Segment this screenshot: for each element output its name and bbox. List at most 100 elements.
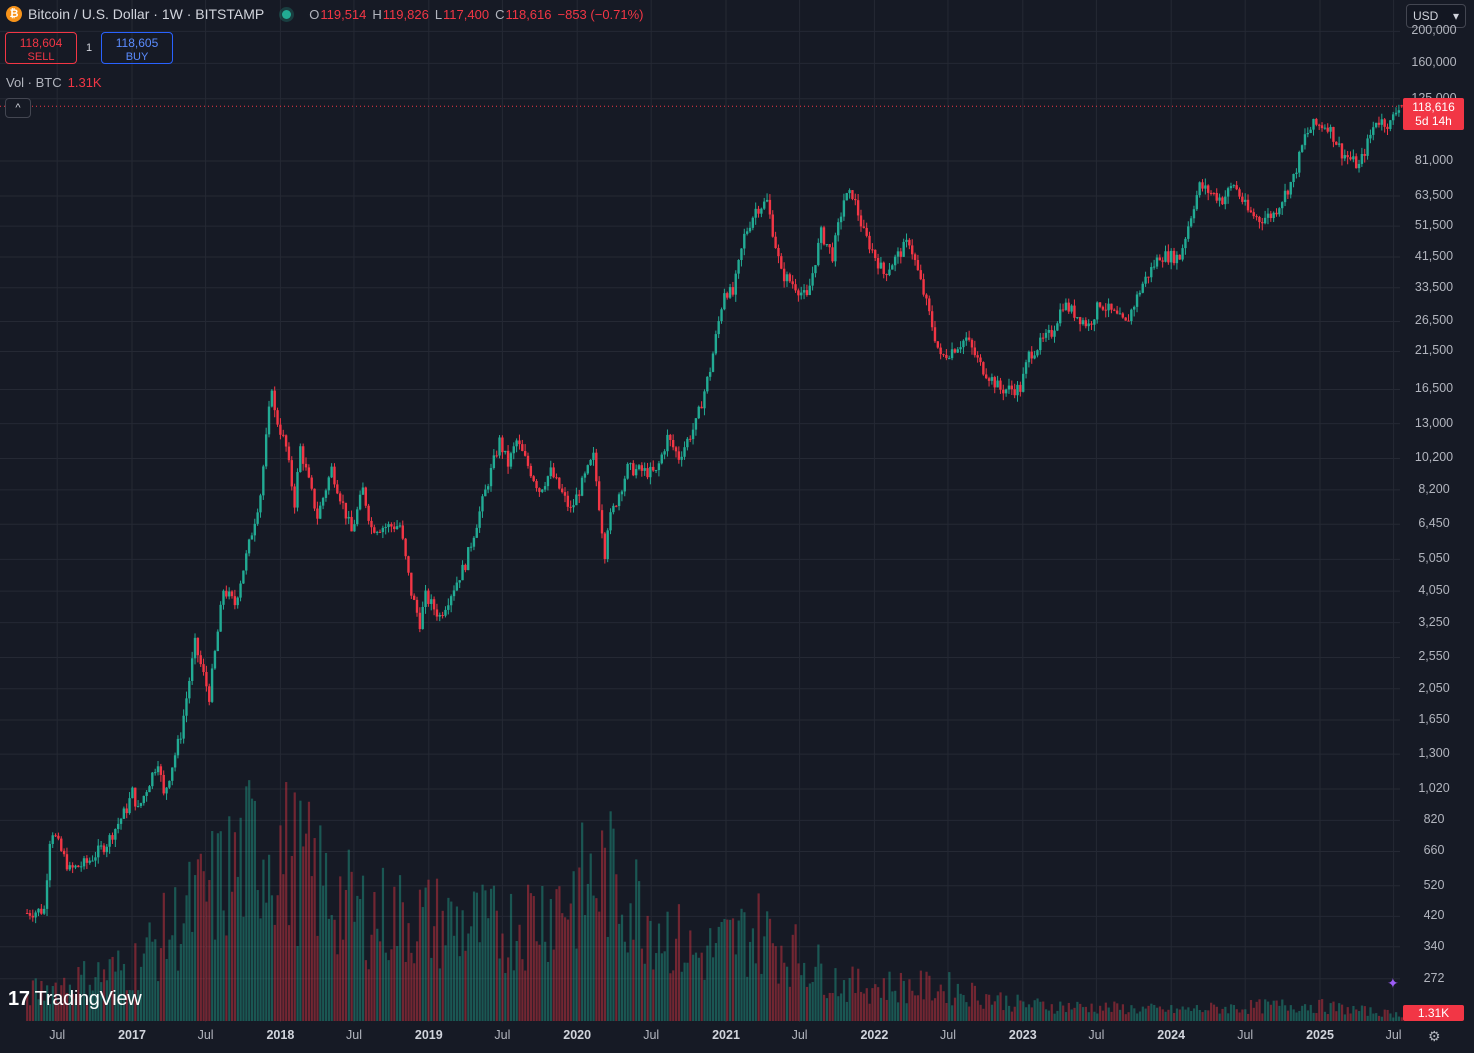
symbol-title[interactable]: Bitcoin / U.S. Dollar · 1W · BITSTAMP <box>28 6 265 22</box>
candle-body <box>754 208 757 218</box>
candle-body <box>697 406 700 419</box>
volume-bar <box>188 861 191 1021</box>
price-tick-label: 51,500 <box>1414 218 1454 233</box>
candle-body <box>60 838 63 851</box>
candle-body <box>464 564 467 571</box>
currency-select[interactable]: USD ▾ <box>1406 4 1466 28</box>
volume-bar <box>1093 1011 1096 1021</box>
candle-body <box>782 268 786 282</box>
volume-bar <box>908 979 911 1021</box>
candle-body <box>168 780 171 788</box>
volume-bar <box>936 991 940 1021</box>
candle-body <box>1343 155 1347 159</box>
volume-bar <box>788 986 792 1021</box>
volume-bar <box>945 1002 948 1021</box>
candle-body <box>1056 323 1059 331</box>
volume-bar <box>1005 995 1008 1021</box>
volume-bar <box>674 938 678 1021</box>
volume-bar <box>800 975 803 1021</box>
volume-bar <box>942 991 945 1021</box>
sell-button[interactable]: 118,604 SELL <box>5 32 77 64</box>
collapse-legend-button[interactable]: ^ <box>5 98 31 118</box>
volume-bar <box>168 939 171 1021</box>
buy-button[interactable]: 118,605 BUY <box>101 32 173 64</box>
volume-bar <box>1124 1014 1127 1021</box>
candle-body <box>48 843 52 881</box>
candle-body <box>1386 126 1389 129</box>
candle-body <box>384 527 387 529</box>
candle-body <box>1004 389 1008 394</box>
sell-price: 118,604 <box>19 36 63 50</box>
volume-bar <box>120 970 123 1021</box>
candle-body <box>142 795 145 804</box>
volume-bar <box>916 995 920 1021</box>
volume-bar <box>1016 994 1019 1021</box>
candle-body <box>1135 294 1139 307</box>
volume-bar <box>970 982 974 1021</box>
candle-body <box>805 290 809 296</box>
volume-bar <box>327 918 330 1021</box>
candle-body <box>905 239 908 242</box>
candle-body <box>1332 126 1335 142</box>
volume-bar <box>885 999 888 1021</box>
candle-body <box>1326 127 1329 132</box>
volume-bar <box>484 890 487 1021</box>
volume-bar <box>131 990 134 1021</box>
volume-bar <box>270 895 274 1021</box>
volume-bar <box>31 980 34 1021</box>
candle-body <box>316 508 319 519</box>
tradingview-logo[interactable]: 17 TradingView <box>8 988 142 1011</box>
sparkle-icon[interactable]: ✦ <box>1387 975 1399 991</box>
volume-bar <box>154 939 157 1021</box>
volume-bar <box>205 901 208 1021</box>
volume-bar <box>239 817 242 1021</box>
candle-body <box>1059 309 1062 324</box>
volume-bar <box>640 948 644 1021</box>
candle-body <box>341 501 345 503</box>
candle-body <box>1235 185 1238 190</box>
candle-body <box>455 582 459 591</box>
candle-body <box>1329 126 1332 132</box>
candle-body <box>1039 337 1042 351</box>
candle-body <box>25 912 29 914</box>
candle-body <box>1081 320 1085 325</box>
volume-bar <box>760 973 763 1021</box>
volume-bar <box>1087 1012 1090 1021</box>
candle-body <box>768 199 772 215</box>
volume-bar <box>748 941 752 1021</box>
time-tick-label: 2019 <box>414 1028 443 1042</box>
volume-bar <box>851 966 854 1021</box>
candle-body <box>1229 186 1233 189</box>
candle-body <box>356 509 359 525</box>
candle-body <box>65 854 69 870</box>
candle-body <box>948 358 951 360</box>
candle-body <box>279 424 282 435</box>
candle-body <box>247 539 251 554</box>
candle-body <box>418 612 422 630</box>
volume-bar <box>319 825 322 1021</box>
volume-bar <box>176 970 180 1021</box>
ohlc-high: H119,826 <box>372 6 429 22</box>
candle-body <box>859 215 863 227</box>
candle-body <box>54 835 57 837</box>
gear-icon[interactable]: ⚙ <box>1428 1028 1441 1044</box>
volume-legend[interactable]: Vol · BTC 1.31K <box>6 75 102 90</box>
volume-bar <box>683 962 686 1021</box>
volume-bar <box>148 922 151 1021</box>
candle-body <box>1372 127 1375 135</box>
volume-bar <box>1113 1001 1116 1021</box>
candle-body <box>965 337 968 341</box>
volume-bar <box>709 928 712 1021</box>
volume-bar <box>1332 1001 1335 1021</box>
candle-body <box>808 285 811 296</box>
candle-body <box>467 547 470 571</box>
price-tick-label: 1,020 <box>1418 781 1450 795</box>
candle-body <box>970 339 974 348</box>
candle-body <box>851 190 854 199</box>
volume-bar <box>60 985 63 1021</box>
volume-bar <box>979 1004 982 1021</box>
volume-bar <box>1101 1010 1105 1021</box>
volume-bar <box>65 992 69 1021</box>
volume-bar <box>771 943 774 1021</box>
